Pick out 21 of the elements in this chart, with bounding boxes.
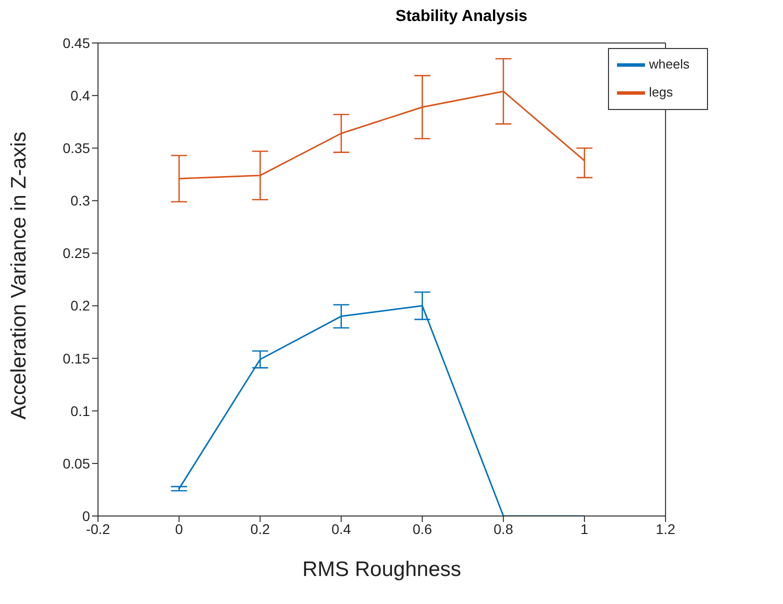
x-tick-label: 1 — [580, 520, 589, 537]
y-tick-label: 0.15 — [62, 350, 90, 366]
y-tick-label: 0.25 — [62, 245, 90, 262]
chart-title: Stability Analysis — [394, 8, 528, 27]
y-tick-label: 0.1 — [70, 402, 90, 419]
x-tick-label: 0.4 — [331, 520, 352, 537]
x-tick-label: 0.8 — [494, 520, 514, 537]
legend-label: wheels — [649, 56, 690, 72]
x-tick-label: 1.2 — [656, 520, 676, 537]
y-tick-label: 0.2 — [70, 298, 90, 314]
y-tick-label: 0.05 — [62, 455, 90, 472]
x-tick-label: 0.6 — [412, 520, 432, 537]
x-axis-title: RMS Roughness — [302, 558, 462, 581]
y-tick-label: 0.4 — [70, 88, 90, 104]
y-tick-label: 0.45 — [62, 34, 90, 51]
x-tick-label: 0.2 — [250, 520, 270, 537]
legend-label: legs — [649, 84, 673, 100]
x-tick-label: 0 — [175, 520, 184, 537]
y-tick-label: 0.3 — [70, 192, 90, 209]
y-tick-label: 0.35 — [62, 140, 90, 156]
y-axis-title: Acceleration Variance in Z-axis — [7, 132, 30, 420]
